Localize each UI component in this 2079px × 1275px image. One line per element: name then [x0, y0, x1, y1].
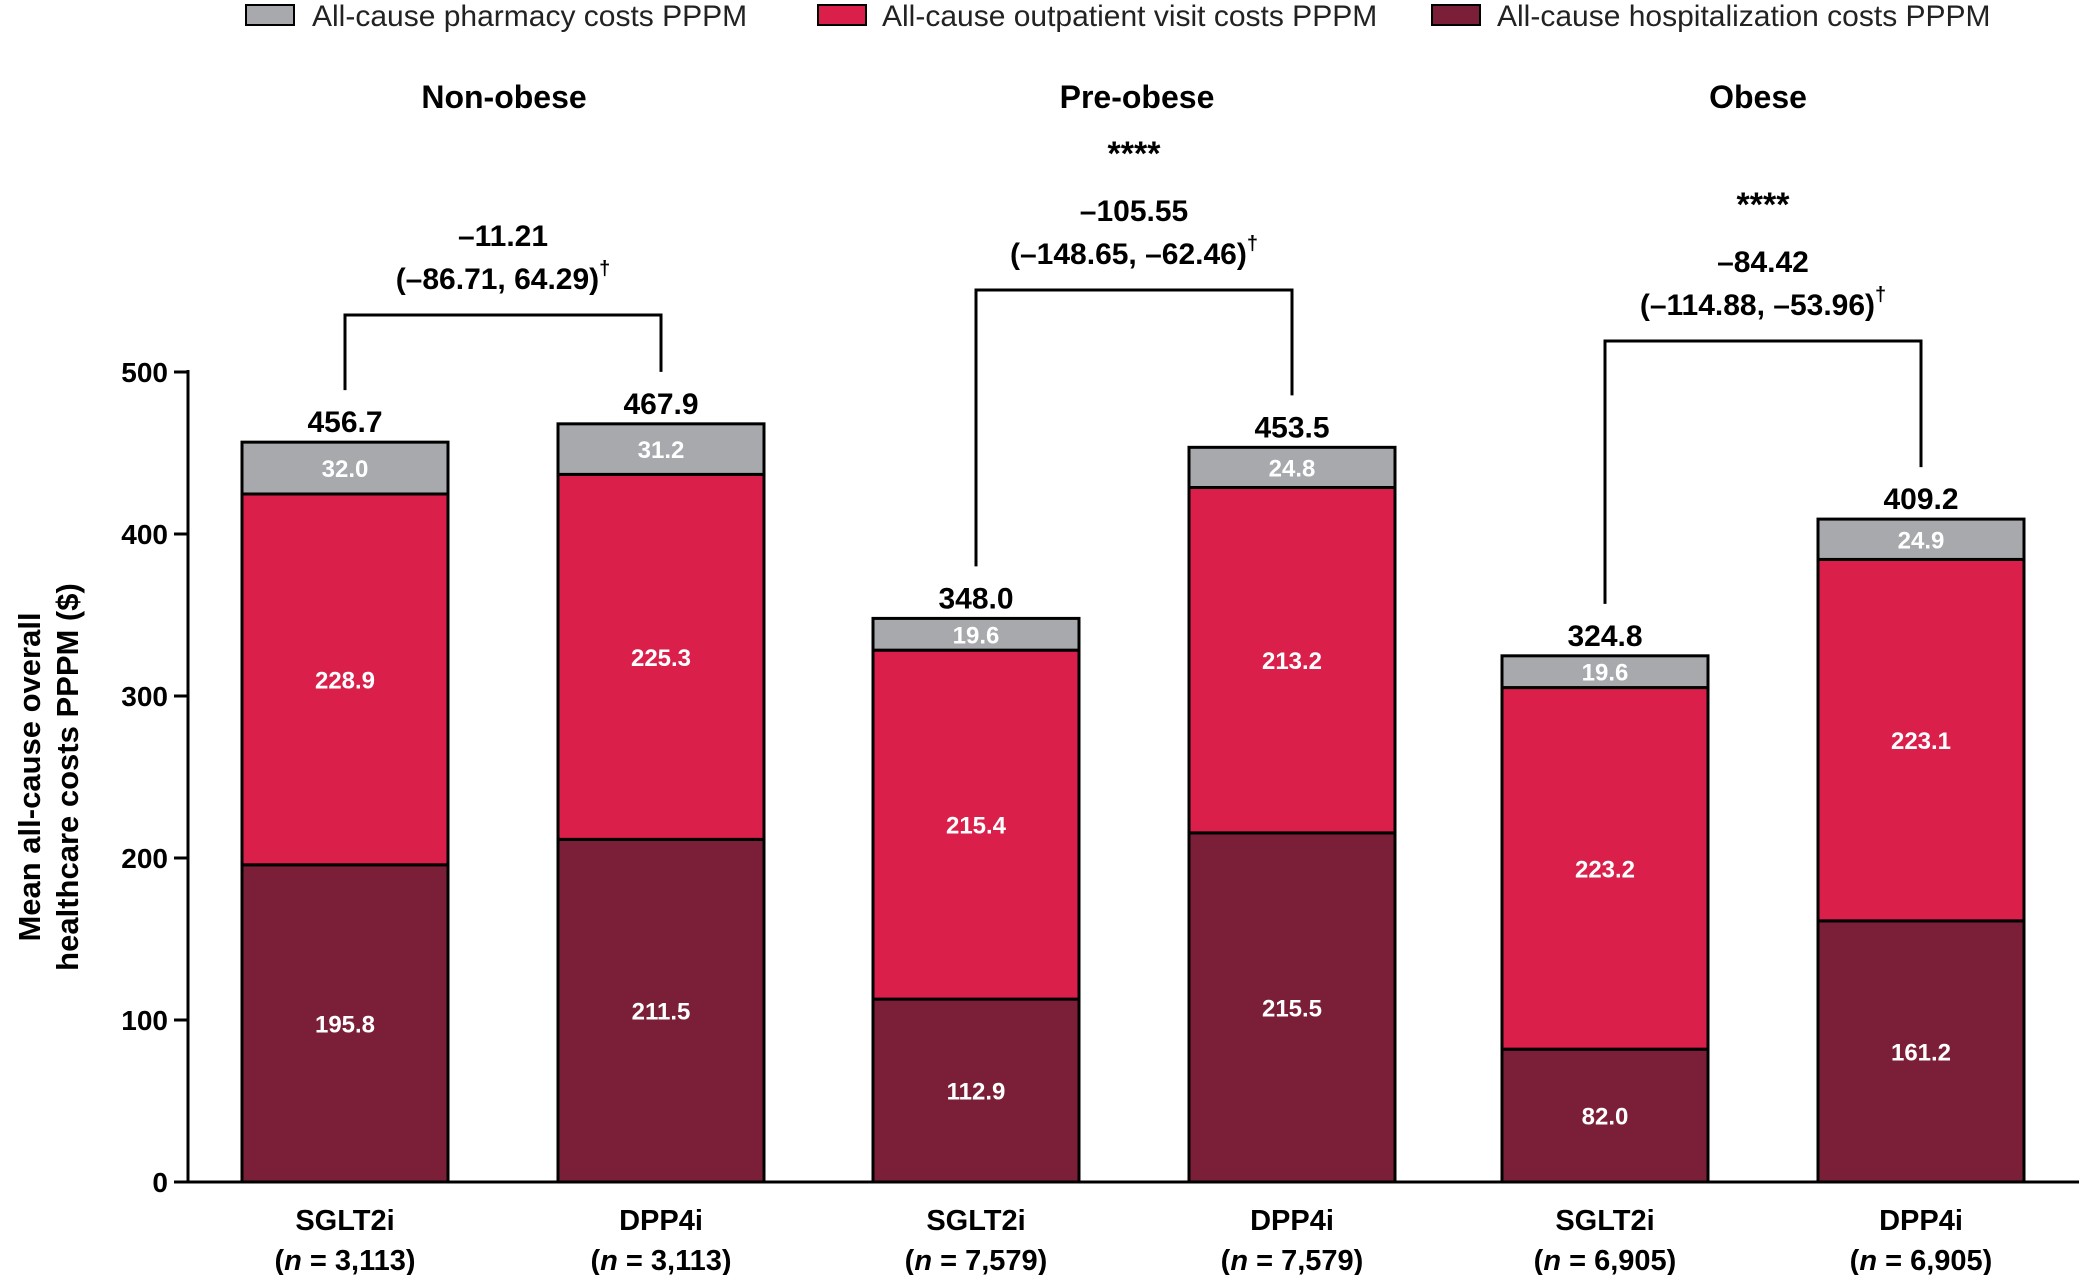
comparison-bracket	[343, 313, 663, 391]
segment-value-label: 24.9	[1898, 527, 1945, 554]
group-title: Non-obese	[421, 79, 586, 115]
bar-segment-pharmacy	[240, 440, 450, 496]
x-category-label: SGLT2i	[1555, 1205, 1654, 1237]
bar-segment-outpatient	[871, 648, 1081, 1001]
bar-total-label: 453.5	[1254, 411, 1329, 444]
x-sample-size-label: (n = 7,579)	[1221, 1245, 1364, 1275]
y-axis-title: Mean all-cause overallhealthcare costs P…	[12, 583, 85, 971]
group-title: Obese	[1709, 79, 1807, 115]
segment-value-label: 19.6	[953, 622, 1000, 649]
legend-label: All-cause outpatient visit costs PPPM	[882, 0, 1377, 33]
bar-total-label: 348.0	[938, 582, 1013, 615]
bar-segment-hospitalization	[1816, 919, 2026, 1184]
legend-swatch	[817, 4, 867, 26]
segment-value-label: 211.5	[632, 999, 691, 1026]
group-title: Pre-obese	[1060, 79, 1215, 115]
bar-segment-pharmacy	[556, 422, 766, 476]
comparison-bracket	[974, 288, 1294, 567]
y-tick-label: 100	[121, 1005, 168, 1036]
x-category-label: DPP4i	[1879, 1205, 1963, 1237]
segment-value-label: 195.8	[315, 1011, 375, 1038]
confidence-interval: (–148.65, –62.46)†	[1010, 233, 1258, 271]
difference-value: –105.55	[1080, 195, 1188, 228]
x-sample-size-label: (n = 6,905)	[1534, 1245, 1677, 1275]
y-axis: 0 100 200 300 400 500 Mean all-cause overallhe…	[12, 357, 190, 1198]
x-category-label: DPP4i	[619, 1205, 703, 1237]
bar-segment-outpatient	[240, 492, 450, 867]
segment-value-label: 213.2	[1262, 648, 1322, 675]
bar-segment-hospitalization	[1187, 831, 1397, 1184]
segment-value-label: 112.9	[947, 1079, 1006, 1106]
y-tick-label: 200	[121, 843, 168, 874]
x-sample-size-label: (n = 3,113)	[274, 1245, 415, 1275]
significance-stars: ****	[1737, 186, 1791, 224]
segment-value-label: 31.2	[638, 437, 685, 464]
legend: All-cause pharmacy costs PPPM All-cause o…	[245, 0, 1991, 33]
bar-total-label: 324.8	[1567, 620, 1642, 653]
bar-segment-outpatient	[1500, 686, 1710, 1051]
y-tick-label: 400	[121, 519, 168, 550]
segment-value-label: 19.6	[1582, 660, 1629, 687]
bar-segment-outpatient	[556, 472, 766, 841]
y-tick-label: 500	[121, 357, 168, 388]
bar-segment-pharmacy	[1816, 517, 2026, 561]
significance-stars: ****	[1108, 135, 1162, 173]
segment-value-label: 228.9	[315, 667, 375, 694]
bar-segment-pharmacy	[871, 616, 1081, 652]
bars: 195.8 228.9 32.0 456.7 211.5 225.3 31.2 467.9 11…	[240, 388, 2026, 1184]
x-sample-size-label: (n = 6,905)	[1850, 1245, 1993, 1275]
bar-segment-outpatient	[1816, 557, 2026, 923]
legend-label: All-cause hospitalization costs PPPM	[1497, 0, 1991, 33]
segment-value-label: 24.8	[1269, 455, 1316, 482]
segment-value-label: 32.0	[322, 456, 369, 483]
comparison-bracket	[1603, 339, 1923, 604]
segment-value-label: 225.3	[631, 645, 691, 672]
legend-swatch	[245, 4, 295, 26]
legend-swatch	[1431, 4, 1481, 26]
y-tick-label: 0	[152, 1167, 168, 1198]
bar-segment-pharmacy	[1187, 445, 1397, 490]
segment-value-label: 161.2	[1891, 1039, 1951, 1066]
bar-segment-pharmacy	[1500, 654, 1710, 690]
x-sample-size-label: (n = 7,579)	[905, 1245, 1048, 1275]
segment-value-label: 223.1	[1891, 728, 1951, 755]
bar-segment-hospitalization	[1500, 1047, 1710, 1184]
bar-total-label: 467.9	[623, 388, 698, 421]
x-sample-size-label: (n = 3,113)	[590, 1245, 731, 1275]
bar-segment-hospitalization	[871, 997, 1081, 1184]
confidence-interval: (–114.88, –53.96)†	[1640, 284, 1886, 322]
x-category-label: SGLT2i	[926, 1205, 1025, 1237]
y-tick-label: 300	[121, 681, 168, 712]
segment-value-label: 223.2	[1575, 856, 1635, 883]
confidence-interval: (–86.71, 64.29)†	[396, 258, 611, 296]
group-titles: Non-obese Pre-obese Obese	[421, 79, 1807, 115]
comparisons: –11.21 (–86.71, 64.29)† **** –105.55 (–148.6…	[343, 135, 1923, 604]
legend-label: All-cause pharmacy costs PPPM	[312, 0, 747, 33]
bar-total-label: 409.2	[1883, 483, 1958, 516]
segment-value-label: 215.5	[1262, 995, 1322, 1022]
x-category-label: SGLT2i	[295, 1205, 394, 1237]
segment-value-label: 82.0	[1582, 1104, 1629, 1131]
bar-segment-hospitalization	[556, 837, 766, 1184]
x-category-label: DPP4i	[1250, 1205, 1334, 1237]
bar-segment-outpatient	[1187, 486, 1397, 835]
segment-value-label: 215.4	[946, 813, 1007, 840]
x-axis: SGLT2i (n = 3,113) DPP4i (n = 3,113) SGLT2i (…	[188, 1180, 2079, 1275]
bar-total-label: 456.7	[307, 406, 382, 439]
difference-value: –11.21	[458, 220, 548, 253]
difference-value: –84.42	[1717, 246, 1809, 279]
